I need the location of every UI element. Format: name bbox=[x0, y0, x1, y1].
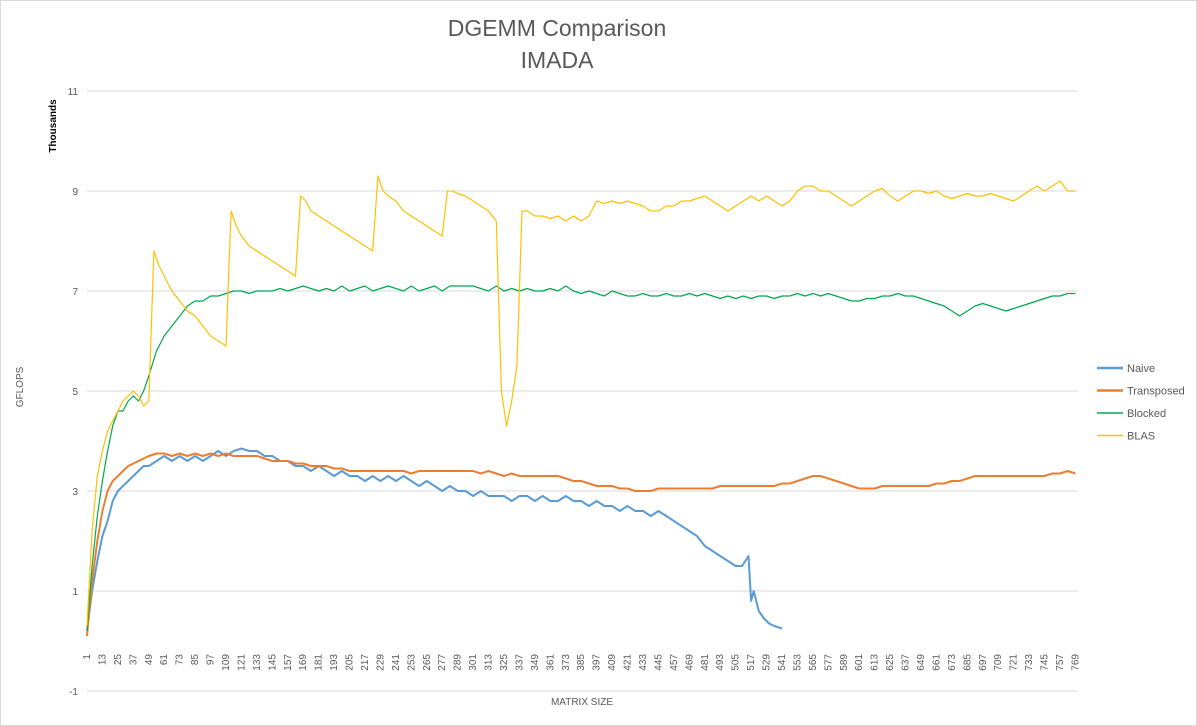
y-tick-labels: -1 1 3 5 7 9 11 bbox=[68, 87, 79, 698]
x-tick-label-57: 685 bbox=[962, 654, 973, 671]
x-tick-label-36: 433 bbox=[638, 654, 649, 671]
x-tick-label-47: 565 bbox=[808, 654, 819, 671]
x-tick-label-23: 277 bbox=[437, 654, 448, 671]
y-axis-title: GFLOPS bbox=[15, 366, 26, 407]
x-tick-label-19: 229 bbox=[375, 654, 386, 671]
series-lines bbox=[86, 175, 1076, 637]
series-line-blas bbox=[86, 175, 1076, 627]
x-tick-label-63: 757 bbox=[1055, 654, 1066, 671]
x-tick-label-41: 493 bbox=[715, 654, 726, 671]
x-tick-label-24: 289 bbox=[453, 654, 464, 671]
x-tick-label-43: 517 bbox=[746, 654, 757, 671]
x-tick-label-31: 373 bbox=[561, 654, 572, 671]
x-tick-label-11: 133 bbox=[252, 654, 263, 671]
x-tick-label-27: 325 bbox=[499, 654, 510, 671]
gridlines bbox=[87, 90, 1078, 692]
x-tick-label-32: 385 bbox=[576, 654, 587, 671]
x-tick-label-37: 445 bbox=[653, 654, 664, 671]
y-tick-label-0: -1 bbox=[69, 687, 78, 698]
x-tick-label-20: 241 bbox=[391, 654, 402, 671]
y-tick-label-6: 11 bbox=[68, 87, 79, 98]
x-tick-label-64: 769 bbox=[1070, 654, 1081, 671]
series-line-naive bbox=[86, 447, 783, 632]
x-tick-label-0: 1 bbox=[82, 654, 93, 660]
x-tick-label-26: 313 bbox=[484, 654, 495, 671]
x-tick-label-6: 73 bbox=[175, 654, 186, 666]
x-tick-label-56: 673 bbox=[947, 654, 958, 671]
series-line-transposed bbox=[86, 452, 1076, 637]
legend-label-naive: Naive bbox=[1127, 363, 1155, 375]
legend-label-blas: BLAS bbox=[1127, 431, 1155, 443]
x-tick-label-60: 721 bbox=[1009, 654, 1020, 671]
y-display-units: Thousands bbox=[48, 99, 59, 153]
x-tick-label-42: 505 bbox=[731, 654, 742, 671]
legend-label-blocked: Blocked bbox=[1127, 408, 1166, 420]
x-tick-label-44: 529 bbox=[762, 654, 773, 671]
x-tick-label-54: 649 bbox=[916, 654, 927, 671]
chart-subtitle: IMADA bbox=[521, 47, 595, 73]
x-tick-label-45: 541 bbox=[777, 654, 788, 671]
legend: Naive Transposed Blocked BLAS bbox=[1097, 363, 1185, 443]
series-line-blocked bbox=[86, 285, 1076, 632]
x-tick-label-22: 265 bbox=[422, 654, 433, 671]
x-tick-label-4: 49 bbox=[144, 654, 155, 666]
y-tick-label-1: 1 bbox=[72, 587, 78, 598]
x-tick-label-16: 193 bbox=[329, 654, 340, 671]
x-tick-label-59: 709 bbox=[993, 654, 1004, 671]
x-tick-label-55: 661 bbox=[931, 654, 942, 671]
x-tick-label-40: 481 bbox=[700, 654, 711, 671]
x-tick-label-17: 205 bbox=[345, 654, 356, 671]
x-tick-label-52: 625 bbox=[885, 654, 896, 671]
x-tick-labels: 1 13 25 37 49 61 73 85 97 109 121 133 145 157 169 181 19… bbox=[82, 654, 1081, 671]
x-tick-label-2: 25 bbox=[113, 654, 124, 666]
x-tick-label-18: 217 bbox=[360, 654, 371, 671]
y-tick-label-5: 9 bbox=[72, 187, 78, 198]
x-tick-label-39: 469 bbox=[684, 654, 695, 671]
x-tick-label-10: 121 bbox=[236, 654, 247, 671]
x-tick-label-1: 13 bbox=[97, 654, 108, 666]
x-tick-label-21: 253 bbox=[406, 654, 417, 671]
x-tick-label-29: 349 bbox=[530, 654, 541, 671]
x-tick-label-46: 553 bbox=[792, 654, 803, 671]
y-tick-label-3: 5 bbox=[72, 387, 78, 398]
x-tick-label-33: 397 bbox=[592, 654, 603, 671]
x-axis-title: MATRIX SIZE bbox=[551, 697, 613, 708]
legend-label-transposed: Transposed bbox=[1127, 386, 1185, 398]
x-tick-label-28: 337 bbox=[514, 654, 525, 671]
x-tick-label-58: 697 bbox=[978, 654, 989, 671]
x-tick-label-7: 85 bbox=[190, 654, 201, 666]
x-tick-label-30: 361 bbox=[545, 654, 556, 671]
x-tick-label-50: 601 bbox=[854, 654, 865, 671]
x-tick-label-13: 157 bbox=[283, 654, 294, 671]
x-tick-label-38: 457 bbox=[669, 654, 680, 671]
x-tick-label-25: 301 bbox=[468, 654, 479, 671]
x-tick-label-9: 109 bbox=[221, 654, 232, 671]
x-tick-label-12: 145 bbox=[267, 654, 278, 671]
x-tick-label-53: 637 bbox=[901, 654, 912, 671]
x-tick-label-15: 181 bbox=[314, 654, 325, 671]
x-tick-label-51: 613 bbox=[870, 654, 881, 671]
x-tick-label-14: 169 bbox=[298, 654, 309, 671]
chart-title: DGEMM Comparison bbox=[448, 15, 667, 41]
x-tick-label-62: 745 bbox=[1040, 654, 1051, 671]
x-tick-label-49: 589 bbox=[839, 654, 850, 671]
x-tick-label-8: 97 bbox=[206, 654, 217, 666]
x-tick-label-5: 61 bbox=[159, 654, 170, 666]
y-tick-label-2: 3 bbox=[72, 487, 78, 498]
x-tick-label-3: 37 bbox=[128, 654, 139, 666]
x-tick-label-35: 421 bbox=[623, 654, 634, 671]
x-tick-label-48: 577 bbox=[823, 654, 834, 671]
x-tick-label-34: 409 bbox=[607, 654, 618, 671]
x-tick-label-61: 733 bbox=[1024, 654, 1035, 671]
y-tick-label-4: 7 bbox=[72, 287, 78, 298]
